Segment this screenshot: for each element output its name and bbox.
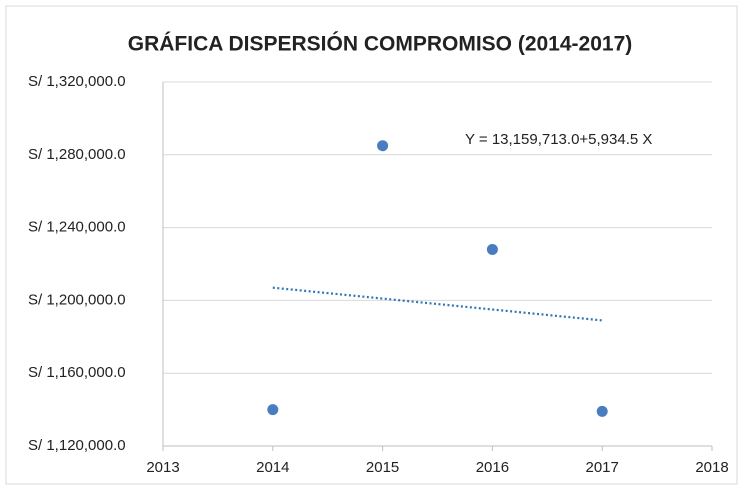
x-tick-label: 2016 [476,459,509,476]
chart-title: GRÁFICA DISPERSIÓN COMPROMISO (2014-2017… [128,32,633,56]
point [596,405,608,417]
y-tick-label: S/ 1,200,000.0 [28,291,126,308]
equation: Y = 13,159,713.0+5,934.5 X [465,131,652,148]
y-tick-label: S/ 1,120,000.0 [28,437,126,454]
x-tick-label: 2018 [695,459,728,476]
chart-frame [5,5,738,485]
y-tick-label: S/ 1,280,000.0 [28,146,126,163]
point [267,404,279,416]
y-tick-label: S/ 1,160,000.0 [28,364,126,381]
point [377,140,389,152]
point [486,243,498,255]
x-tick-label: 2014 [256,459,289,476]
y-tick-label: S/ 1,240,000.0 [28,219,126,236]
x-tick-label: 2013 [146,459,179,476]
x-tick-label: 2017 [586,459,619,476]
x-tick-label: 2015 [366,459,399,476]
trendline [272,286,603,322]
y-tick-label: S/ 1,320,000.0 [28,73,126,90]
